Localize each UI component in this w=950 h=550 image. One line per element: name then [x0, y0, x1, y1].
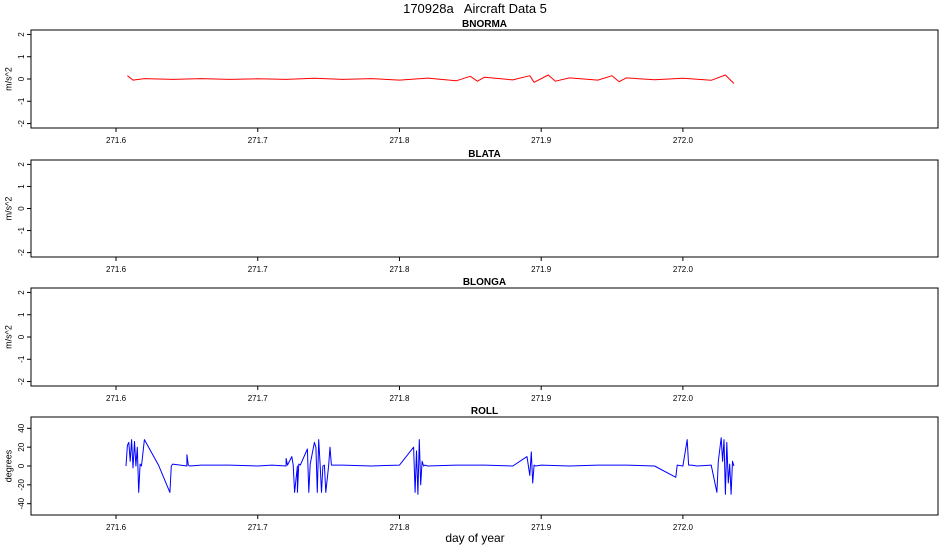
roll-y-tick-label: 20	[17, 442, 26, 451]
bnorma-y-axis-label: m/s^2	[3, 67, 13, 91]
bnorma-y-tick-label: 0	[17, 76, 26, 81]
roll-plot-frame	[30, 416, 939, 516]
roll-y-tick-label: 0	[17, 463, 26, 468]
bnorma-panel-title: BNORMA	[462, 19, 507, 30]
roll-x-tick-label: 271.7	[248, 523, 269, 532]
roll-y-tick-label: -20	[17, 479, 26, 491]
blata-y-tick-label: 0	[17, 206, 26, 211]
blonga-y-tick-label: 1	[17, 312, 26, 317]
roll-series-line	[125, 437, 735, 495]
blata-x-tick-label: 271.9	[531, 265, 552, 274]
roll-x-tick-label: 271.9	[531, 523, 552, 532]
x-axis-label: day of year	[445, 531, 505, 545]
blonga-x-tick-label: 272.0	[673, 394, 694, 403]
blata-y-tick-label: 1	[17, 184, 26, 189]
blata-y-axis-label: m/s^2	[3, 197, 13, 221]
bnorma-x-tick-label: 271.7	[248, 136, 269, 145]
blata-y-tick-label: -1	[17, 226, 26, 234]
blonga-panel-title: BLONGA	[463, 277, 506, 288]
blonga-y-tick-label: 2	[17, 290, 26, 295]
roll-x-tick-label: 271.6	[106, 523, 127, 532]
roll-y-tick-label: -40	[17, 497, 26, 509]
bnorma-x-tick-label: 271.9	[531, 136, 552, 145]
blata-y-tick-label: 2	[17, 162, 26, 167]
blata-y-tick-label: -2	[17, 248, 26, 256]
roll-y-axis-label: degrees	[3, 449, 13, 482]
bnorma-y-tick-label: -1	[17, 97, 26, 105]
blata-x-tick-label: 272.0	[673, 265, 694, 274]
blonga-y-tick-label: 0	[17, 334, 26, 339]
blata-x-tick-label: 271.6	[106, 265, 127, 274]
chart-main-title: 170928a Aircraft Data 5	[403, 1, 547, 16]
bnorma-series-line	[127, 74, 735, 84]
blonga-y-tick-label: -2	[17, 377, 26, 385]
blonga-y-tick-label: -1	[17, 355, 26, 363]
bnorma-x-tick-label: 272.0	[673, 136, 694, 145]
bnorma-x-tick-label: 271.6	[106, 136, 127, 145]
roll-x-tick-label: 271.8	[389, 523, 410, 532]
blata-x-tick-label: 271.7	[248, 265, 269, 274]
blonga-x-tick-label: 271.6	[106, 394, 127, 403]
bnorma-y-tick-label: 2	[17, 32, 26, 37]
roll-y-tick-label: 40	[17, 423, 26, 432]
bnorma-y-tick-label: -2	[17, 119, 26, 127]
blonga-x-tick-label: 271.7	[248, 394, 269, 403]
blonga-y-axis-label: m/s^2	[3, 325, 13, 349]
blata-x-tick-label: 271.8	[389, 265, 410, 274]
blata-panel-title: BLATA	[468, 149, 500, 160]
blonga-x-tick-label: 271.8	[389, 394, 410, 403]
blonga-x-tick-label: 271.9	[531, 394, 552, 403]
blonga-plot-frame	[30, 287, 939, 387]
bnorma-y-tick-label: 1	[17, 54, 26, 59]
roll-panel-title: ROLL	[471, 406, 498, 417]
bnorma-x-tick-label: 271.8	[389, 136, 410, 145]
roll-x-tick-label: 272.0	[673, 523, 694, 532]
blata-plot-frame	[30, 159, 939, 258]
